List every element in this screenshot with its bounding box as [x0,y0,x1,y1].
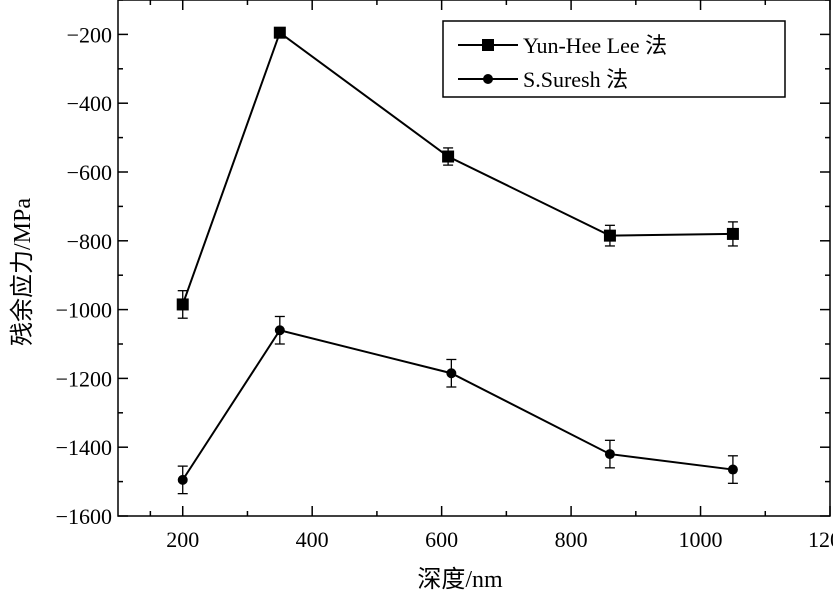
y-tick-label: −1000 [56,298,112,323]
axis-ticks: 200 400 600 800 1000 1200 −200 −400 −600 −800 −100… [56,0,833,552]
series-line [181,329,734,481]
y-tick-label: −1200 [56,366,112,391]
legend-label-1: S.Suresh 法 [523,67,628,92]
x-axis-title: 深度/nm [417,566,503,593]
y-axis-title: 残余应力/MPa [9,198,36,346]
x-tick-label: 1000 [679,527,723,552]
x-tick-label: 200 [166,527,199,552]
legend-marker-0 [482,39,494,51]
data-point [274,325,285,336]
y-tick-label: −800 [67,229,112,254]
series-1 [177,315,738,495]
data-point [273,26,286,39]
legend-box [442,20,786,98]
legend-label-0: Yun-Hee Lee 法 [523,33,667,58]
x-tick-label: 400 [296,527,329,552]
data-point [177,474,188,485]
data-point [442,150,455,163]
data-point [603,229,616,242]
legend: Yun-Hee Lee 法 S.Suresh 法 [442,20,786,98]
data-point [446,368,457,379]
series-layer [176,26,739,495]
plot-frame [117,0,831,517]
data-point [176,298,189,311]
data-point [727,464,738,475]
series-0 [176,26,739,319]
data-point [726,227,739,240]
x-tick-label: 1200 [808,527,833,552]
x-tick-label: 800 [555,527,588,552]
legend-marker-1 [483,74,493,84]
y-tick-label: −200 [67,22,112,47]
y-tick-label: −400 [67,91,112,116]
x-tick-label: 600 [425,527,458,552]
data-point [604,449,615,460]
y-tick-label: −600 [67,160,112,185]
y-tick-label: −1600 [56,504,112,529]
y-tick-label: −1400 [56,435,112,460]
